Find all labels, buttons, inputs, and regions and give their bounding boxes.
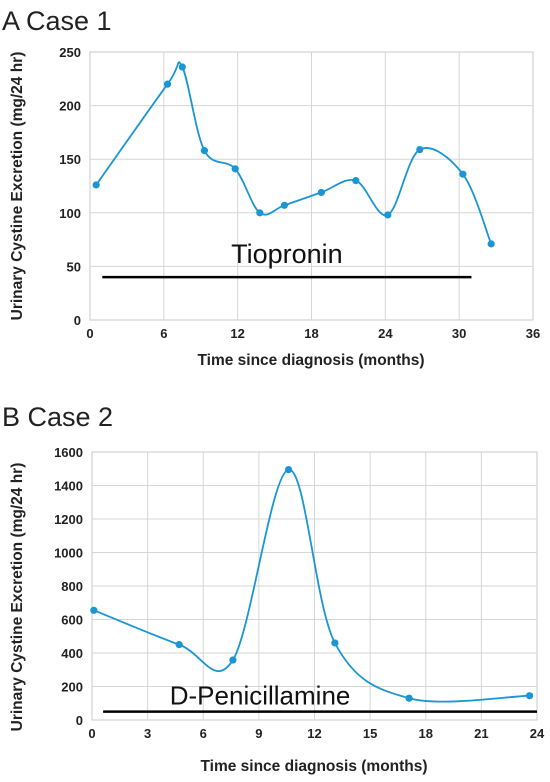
panel-b-case-2: B Case 2 D-Penicillamine 0 3 6 9 12 15 18 21 24 … — [2, 402, 545, 775]
data-point — [352, 177, 360, 185]
panel-b-title: B Case 2 — [2, 402, 113, 432]
x-tick-label: 21 — [474, 726, 488, 741]
data-point — [384, 211, 392, 219]
y-tick-label: 1600 — [54, 445, 83, 460]
panel-a-treatment-bar-group: Tiopronin — [102, 239, 472, 279]
panel-b-treatment-bar-group: D-Penicillamine — [103, 681, 537, 713]
data-point — [525, 692, 534, 700]
treatment-label: Tiopronin — [231, 239, 343, 269]
y-tick-label: 150 — [59, 152, 81, 167]
panel-a-case-1: A Case 1 Tiopronin 0 6 12 18 24 30 36 0 50 100 15… — [2, 6, 540, 369]
data-point — [405, 694, 413, 702]
panel-b-x-tick-labels: 0 3 6 9 12 15 18 21 24 — [88, 726, 545, 741]
x-tick-label: 12 — [230, 326, 244, 341]
data-point — [317, 188, 325, 197]
data-point — [459, 170, 467, 178]
data-point — [90, 606, 98, 614]
panel-b-y-tick-labels: 0 200 400 600 800 1000 1200 1400 1600 — [54, 445, 83, 728]
x-tick-label: 18 — [304, 326, 318, 341]
panel-b-y-axis-label: Urinary Cystine Excretion (mg/24 hr) — [9, 463, 26, 732]
data-point — [200, 147, 209, 155]
y-tick-label: 0 — [74, 313, 81, 328]
y-tick-label: 200 — [61, 680, 83, 695]
panel-a-title: A Case 1 — [2, 6, 112, 36]
y-tick-label: 0 — [76, 713, 83, 728]
data-point — [163, 80, 172, 88]
panel-b-data-points — [90, 465, 534, 702]
y-tick-label: 50 — [67, 259, 81, 274]
x-tick-label: 0 — [88, 726, 95, 741]
panel-b-x-axis-label: Time since diagnosis (months) — [200, 758, 427, 775]
treatment-label: D-Penicillamine — [170, 681, 351, 711]
data-point — [416, 145, 424, 154]
x-tick-label: 0 — [86, 326, 93, 341]
data-point — [280, 201, 289, 209]
x-tick-label: 12 — [307, 726, 321, 741]
panel-a-gridlines — [90, 52, 533, 320]
data-point — [331, 639, 339, 647]
panel-b-gridlines — [92, 452, 537, 720]
data-point — [284, 465, 293, 474]
y-tick-label: 1200 — [54, 512, 83, 527]
data-point — [487, 240, 495, 248]
y-tick-label: 800 — [61, 579, 83, 594]
data-point — [229, 656, 237, 664]
y-tick-label: 1000 — [54, 546, 83, 561]
y-tick-label: 600 — [61, 613, 83, 628]
panel-a-x-axis-label: Time since diagnosis (months) — [197, 352, 424, 369]
y-tick-label: 1400 — [54, 479, 83, 494]
x-tick-label: 9 — [255, 726, 262, 741]
panel-a-data-points — [92, 63, 495, 248]
x-tick-label: 6 — [160, 326, 167, 341]
panel-a-y-axis-label: Urinary Cystine Excretion (mg/24 hr) — [9, 52, 26, 321]
x-tick-label: 6 — [200, 726, 207, 741]
x-tick-label: 24 — [530, 726, 545, 741]
x-tick-label: 3 — [144, 726, 151, 741]
x-tick-label: 36 — [526, 326, 540, 341]
y-tick-label: 100 — [59, 206, 81, 221]
x-tick-label: 24 — [378, 326, 393, 341]
data-point — [256, 209, 264, 217]
x-tick-label: 15 — [363, 726, 377, 741]
x-tick-label: 18 — [419, 726, 433, 741]
y-tick-label: 250 — [59, 45, 81, 60]
y-tick-label: 200 — [59, 99, 81, 114]
x-tick-label: 30 — [452, 326, 466, 341]
panel-a-y-tick-labels: 0 50 100 150 200 250 — [59, 45, 81, 328]
data-point — [92, 181, 100, 189]
panel-a-x-tick-labels: 0 6 12 18 24 30 36 — [86, 326, 540, 341]
data-point — [175, 641, 183, 649]
data-point — [231, 165, 239, 173]
data-point — [178, 63, 186, 71]
y-tick-label: 400 — [61, 646, 83, 661]
